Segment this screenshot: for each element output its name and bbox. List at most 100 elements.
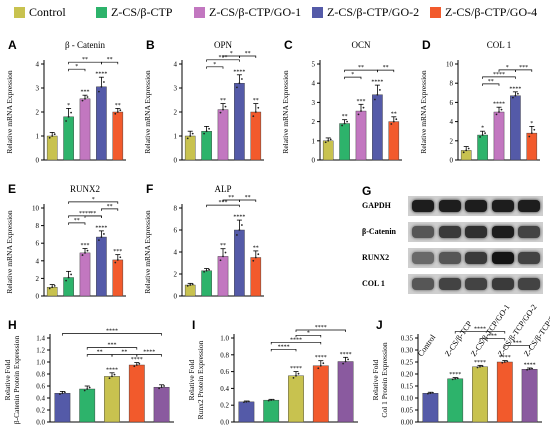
significance-bracket: [84, 215, 102, 218]
y-tick-label: 1: [174, 133, 178, 141]
data-point: [59, 393, 61, 395]
blot-strip: [408, 248, 543, 268]
significance-label: ****: [106, 329, 118, 335]
data-point: [267, 399, 270, 402]
bar-chart: Relative mRNA Expression01234***********…: [143, 51, 264, 165]
data-point: [64, 391, 66, 394]
y-tick-label: 4: [36, 257, 40, 265]
panel-title: COL 1: [486, 40, 512, 50]
significance-bracket: [454, 331, 506, 334]
data-point: [65, 279, 67, 282]
data-point: [530, 132, 533, 135]
blot-lane-label: Control: [416, 332, 438, 359]
blot-band: [491, 200, 514, 212]
data-point: [83, 389, 86, 392]
bar-significance-label: ***: [113, 249, 122, 255]
y-tick-label: 6: [450, 99, 454, 107]
data-point: [344, 360, 347, 363]
legend-item: Z-CS/β-CTP: [96, 5, 172, 19]
significance-label: *: [230, 51, 233, 57]
bar: [46, 135, 58, 161]
data-point: [465, 149, 468, 152]
bar-chart: Relative mRNA Expression02468***********…: [143, 195, 264, 301]
bar-significance-label: ****: [493, 102, 505, 108]
data-point: [135, 364, 138, 366]
y-tick-label: 0.00: [401, 419, 414, 427]
y-tick-label: 0.2: [220, 402, 229, 410]
blot-band: [518, 278, 540, 290]
bar-significance-label: **: [391, 111, 397, 117]
significance-label: *: [92, 197, 95, 203]
data-point: [252, 115, 255, 118]
bar-significance-label: ****: [315, 355, 327, 361]
data-point: [189, 284, 192, 286]
bar: [388, 121, 400, 161]
data-point: [119, 109, 122, 112]
bar: [510, 95, 521, 161]
significance-bracket: [206, 66, 224, 69]
bar: [217, 256, 229, 297]
data-point: [103, 81, 105, 83]
panel-i: I Relative FoldRunx2 Protein Expression 0…: [184, 316, 364, 434]
bar: [79, 98, 91, 161]
blot-band: [438, 252, 461, 264]
blot-band: [465, 226, 487, 238]
significance-label: **: [245, 195, 251, 201]
panel-a: A β - Catenin Relative mRNA Expression 0 1…: [0, 36, 132, 172]
bar-significance-label: **: [220, 98, 226, 104]
significance-label: ***: [488, 334, 497, 340]
blot-row-label: COL 1: [362, 279, 385, 288]
data-point: [86, 388, 89, 390]
y-tick-label: 0.4: [36, 395, 45, 403]
bar-significance-label: ***: [81, 90, 90, 96]
significance-label: ****: [315, 325, 327, 331]
bar: [339, 123, 350, 161]
bar: [184, 135, 196, 161]
y-tick-label: 4: [312, 80, 316, 88]
significance-label: **: [74, 218, 80, 224]
data-point: [362, 106, 365, 109]
data-point: [51, 135, 54, 137]
significance-bracket: [86, 347, 138, 350]
significance-label: *: [506, 65, 509, 71]
data-point: [53, 284, 56, 287]
y-axis-label: Relative FoldRunx2 Protein Expression: [187, 340, 205, 419]
data-point: [81, 254, 84, 256]
blot-row-label: GAPDH: [362, 201, 391, 210]
data-point: [158, 387, 161, 390]
y-tick-label: 0: [312, 157, 316, 165]
data-point: [254, 111, 257, 113]
bar: [234, 83, 245, 161]
y-tick-label: 1.0: [36, 359, 45, 367]
bar-significance-label: ****: [233, 215, 245, 221]
blot-band: [438, 200, 461, 212]
significance-bracket: [515, 69, 533, 72]
significance-label: ****: [290, 337, 302, 343]
data-point: [376, 93, 379, 96]
y-tick-label: 0.35: [401, 335, 414, 343]
bar: [447, 378, 464, 423]
bar: [201, 130, 212, 161]
data-point: [254, 256, 257, 259]
data-point: [108, 377, 111, 380]
y-tick-label: 4: [450, 118, 454, 126]
data-point: [84, 97, 86, 100]
y-tick-label: 0: [450, 157, 454, 165]
panel-letter: F: [146, 182, 154, 196]
y-tick-label: 2: [36, 275, 40, 283]
bar: [460, 150, 472, 161]
data-point: [186, 137, 189, 140]
bar-significance-label: ****: [524, 363, 536, 369]
bar: [372, 94, 383, 161]
data-point: [111, 375, 113, 378]
data-point: [257, 253, 260, 256]
data-point: [189, 135, 192, 137]
y-tick-label: 2: [174, 271, 178, 279]
y-tick-label: 0.30: [401, 347, 414, 355]
data-point: [163, 385, 166, 387]
data-point: [114, 261, 117, 264]
y-tick-label: 0: [174, 293, 178, 301]
data-point: [479, 136, 481, 138]
significance-bracket: [482, 83, 500, 86]
y-tick-label: 0.4: [220, 385, 229, 393]
